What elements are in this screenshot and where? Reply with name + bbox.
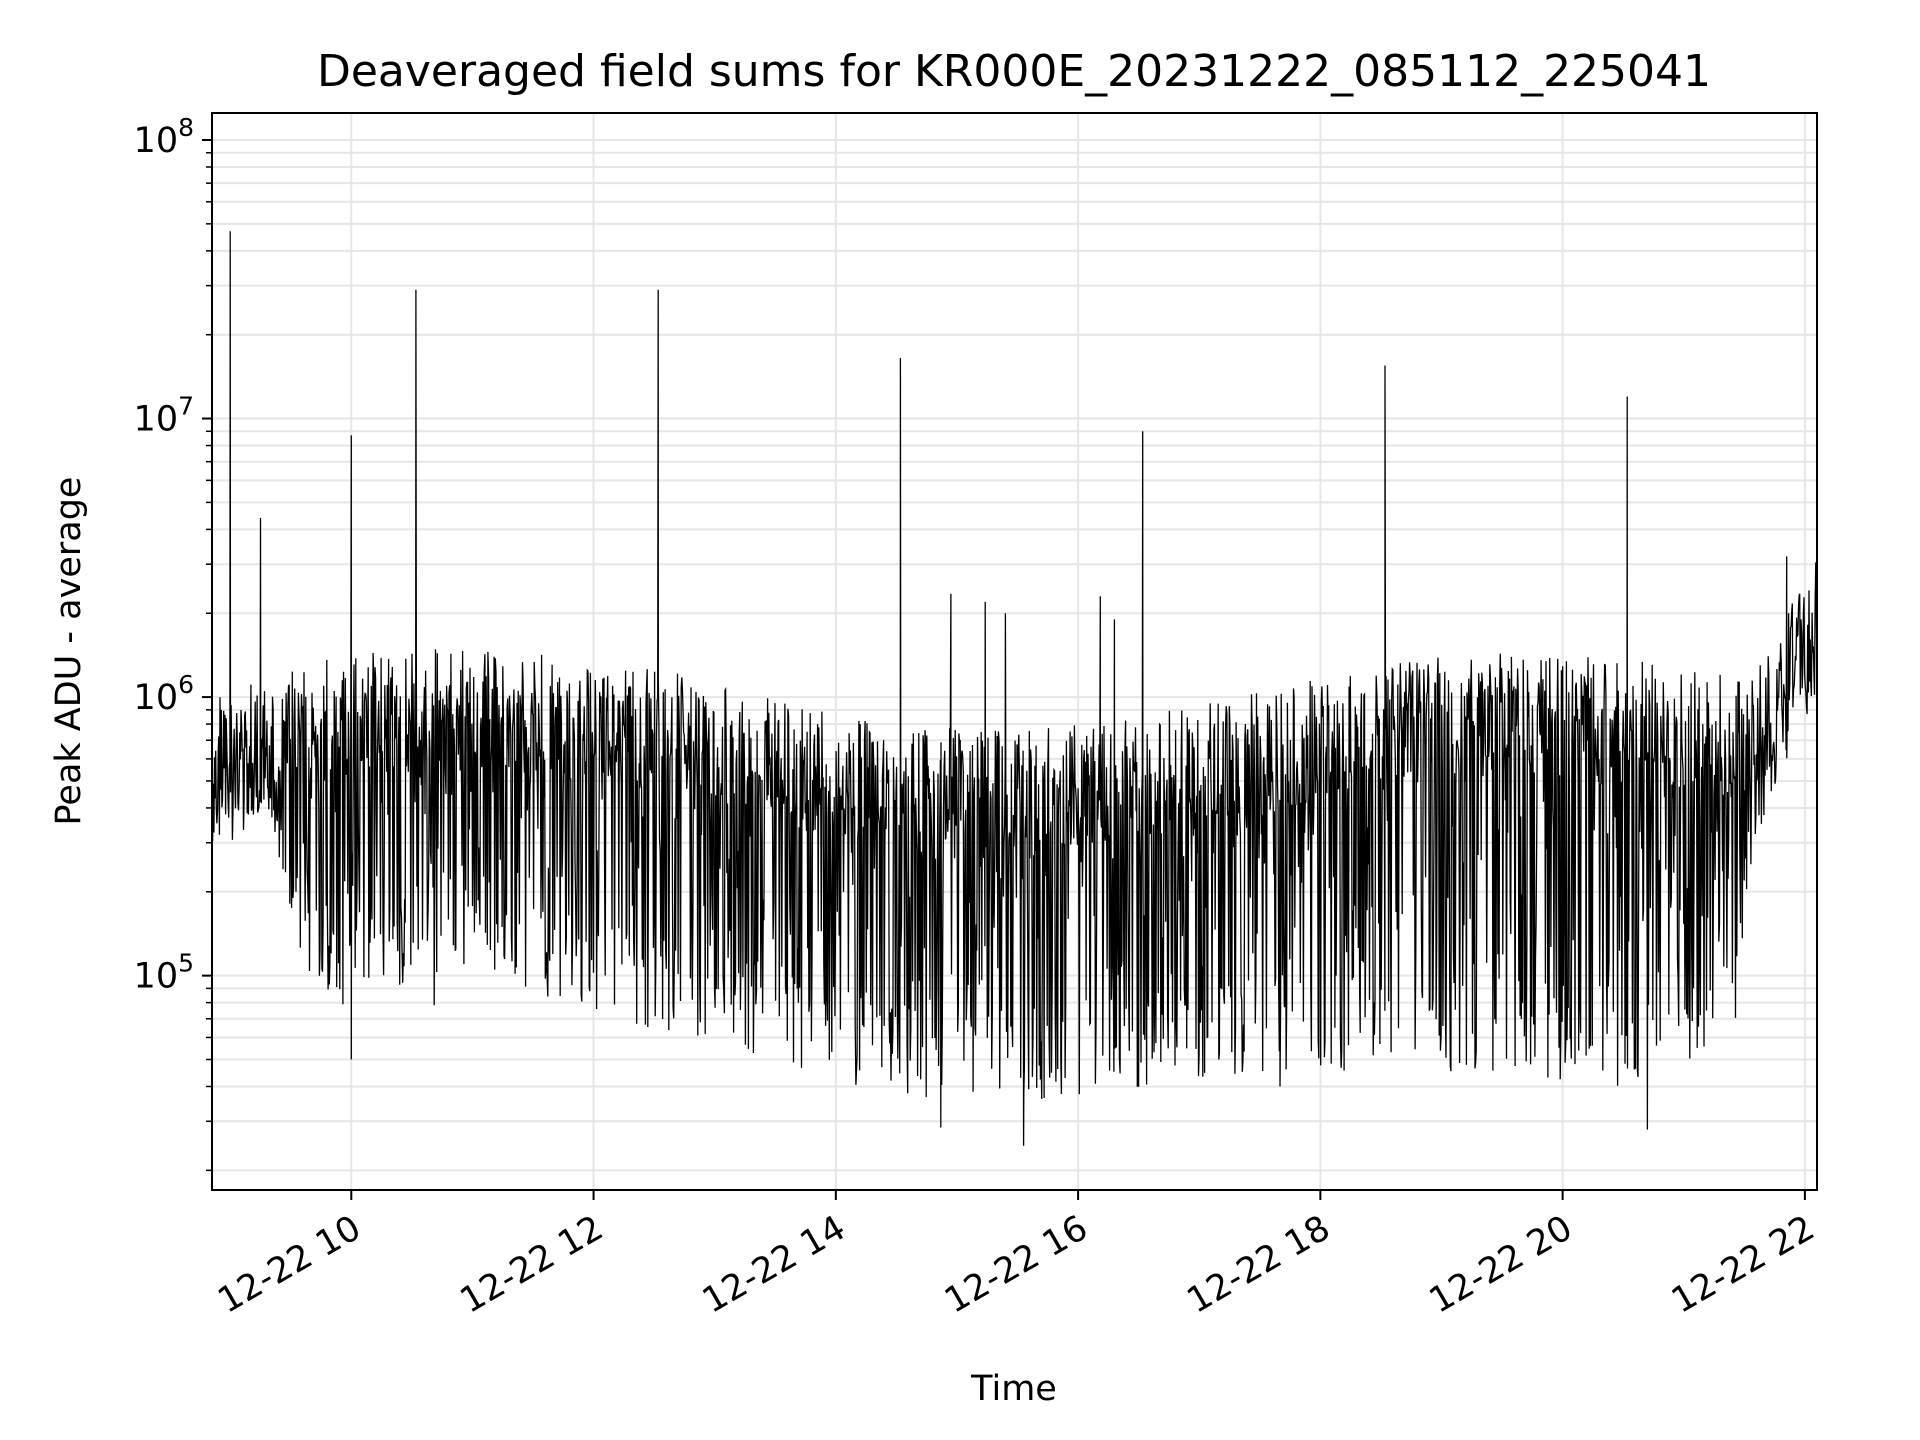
series-layer: [211, 231, 1818, 1146]
y-axis-label: Peak ADU - average: [49, 477, 89, 826]
y-axis: 105 106 107 108: [134, 113, 212, 1172]
chart-title: Deaveraged field sums for KR000E_2023122…: [317, 46, 1711, 97]
plot-frame: [211, 112, 1818, 1191]
y-tick-label: 107: [134, 392, 194, 440]
y-tick-label: 108: [134, 113, 194, 161]
y-tick-label: 105: [134, 949, 194, 997]
y-tick-label: 106: [134, 670, 194, 718]
x-axis-label: Time: [970, 1369, 1057, 1409]
series-line: [211, 231, 1818, 1146]
